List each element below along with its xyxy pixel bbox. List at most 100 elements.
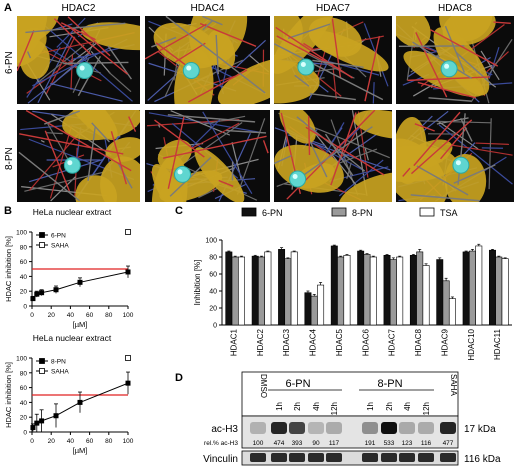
bar (495, 256, 503, 326)
stick-bond (145, 23, 207, 60)
stick-bond (415, 120, 492, 124)
y-tick-label: 20 (209, 306, 217, 313)
bar (475, 245, 483, 326)
category-label: HDAC8 (414, 328, 423, 356)
stick-bond (45, 132, 63, 135)
quant-value: 533 (384, 440, 395, 447)
stick-bond (174, 42, 206, 63)
protein-surface (337, 172, 392, 202)
y-axis-label: Inhibition [%] (193, 260, 202, 306)
size-marker-17: 17 kDa (464, 424, 496, 435)
data-point (125, 269, 131, 275)
quant-value: 100 (253, 440, 264, 447)
panel-b-letter: B (4, 205, 12, 217)
sphere-highlight (79, 65, 85, 71)
stick-bond (50, 82, 123, 102)
bar (290, 251, 298, 326)
stick-bond (38, 19, 133, 102)
protein-surface (439, 16, 493, 42)
quant-value: 477 (443, 440, 454, 447)
zinc-sphere (297, 58, 315, 76)
stick-bond (53, 18, 92, 56)
stick-bond (287, 23, 331, 39)
stick-bond (372, 82, 375, 104)
stick-bond (151, 36, 177, 48)
sphere-highlight (455, 160, 461, 166)
stick-bond (199, 22, 257, 47)
stick-bond (330, 112, 357, 186)
protein-surface (17, 27, 47, 67)
bar (264, 251, 272, 326)
x-tick-label: 60 (86, 438, 94, 445)
sphere-highlight (177, 169, 183, 175)
stick-bond (475, 142, 510, 145)
y-tick-label: 40 (20, 400, 28, 407)
chart-c-bars: 0 20 40 60 80 100 Inhibition [%] 6-PN 8-PN TSA HDA… (193, 207, 512, 361)
stick-bond (416, 165, 469, 196)
stick-bond (235, 39, 266, 69)
protein-surface (100, 156, 140, 202)
structure-render (146, 110, 269, 202)
stick-bond (411, 119, 473, 175)
column-header-hdac4: HDAC4 (190, 3, 225, 14)
lane-label: 1h (275, 402, 284, 411)
legend-swatch (419, 207, 435, 217)
protein-surface (279, 110, 316, 144)
column-header-hdac2: HDAC2 (61, 3, 96, 14)
protein-surface (81, 22, 140, 51)
bar (369, 256, 377, 326)
y-tick-label: 60 (20, 259, 28, 266)
bar (330, 245, 338, 326)
x-axis-label: [µM] (73, 320, 88, 329)
band-vinculin (250, 453, 266, 462)
series-line (32, 271, 129, 299)
stick-bond (154, 119, 205, 158)
band-vinculin (399, 453, 415, 462)
category-label: HDAC4 (309, 328, 318, 356)
stick-bond (56, 17, 86, 48)
lane-label: 2h (293, 402, 302, 411)
bar (468, 250, 476, 326)
x-tick-label: 80 (105, 312, 113, 319)
stick-bond (293, 126, 373, 183)
stick-bond (50, 176, 76, 202)
protein-surface (274, 16, 303, 61)
stick-bond (488, 47, 500, 79)
lane-label: 1h (366, 402, 375, 411)
structure-render (396, 110, 513, 202)
y-tick-label: 0 (213, 323, 217, 330)
lane-label: 12h (422, 402, 431, 415)
group-label-8pn: 8-PN (377, 378, 402, 390)
y-tick-label: 40 (20, 274, 28, 281)
stick-bond (455, 51, 492, 84)
stick-bond (37, 36, 73, 104)
stick-bond (188, 69, 248, 103)
stick-bond (24, 171, 105, 192)
band-ac-h3 (440, 422, 456, 434)
x-tick-label: 100 (123, 438, 134, 445)
stick-bond (417, 81, 477, 99)
stick-bond (157, 124, 161, 128)
y-tick-label: 60 (209, 272, 217, 279)
row-label-8-pn: 8-PN (4, 147, 15, 170)
structure-render (274, 110, 392, 202)
y-tick-label: 100 (16, 230, 27, 237)
structure-hdac2-6-pn (17, 16, 140, 104)
structure-render (274, 16, 389, 104)
zinc-sphere (452, 156, 470, 174)
structure-render (145, 16, 270, 104)
row-label-vinculin: Vinculin (203, 454, 238, 465)
band-ac-h3 (399, 422, 415, 434)
protein-surface (396, 16, 431, 48)
protein-surface (274, 59, 320, 104)
legend-marker (39, 368, 45, 374)
lane-label: 4h (312, 402, 321, 411)
stick-bond (415, 32, 448, 98)
legend-label: SAHA (51, 369, 69, 376)
y-tick-label: 80 (20, 244, 28, 251)
lane-label: 4h (403, 402, 412, 411)
sphere-highlight (292, 174, 298, 179)
chart-title: HeLa nuclear extract (33, 207, 112, 217)
stick-bond (309, 141, 328, 178)
structure-hdac8-8-pn (396, 110, 514, 202)
